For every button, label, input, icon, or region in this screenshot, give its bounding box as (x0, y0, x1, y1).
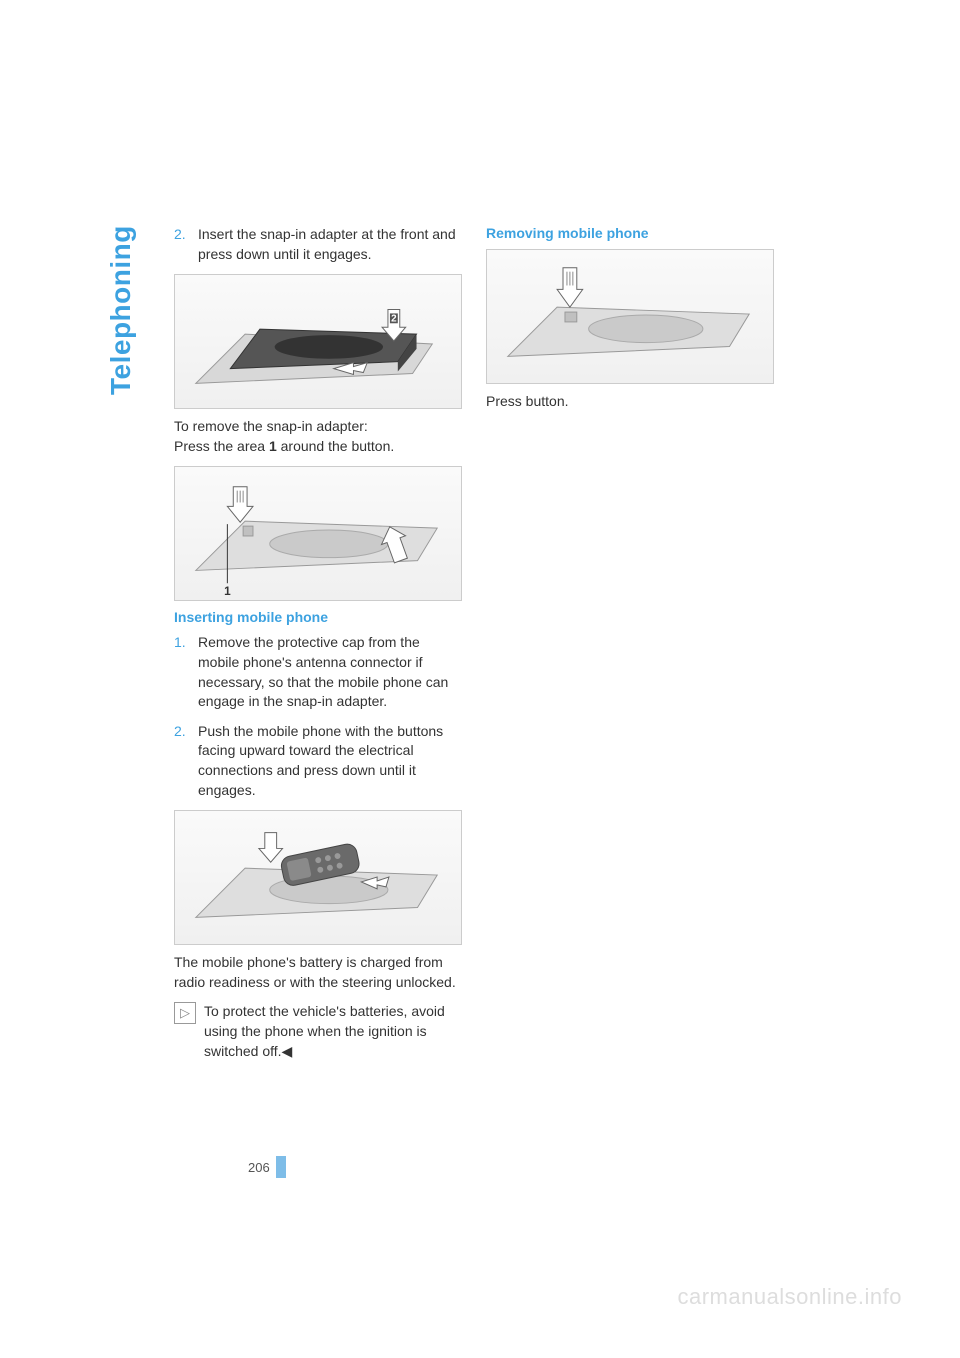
left-column: 2. Insert the snap-in adapter at the fro… (174, 225, 462, 1061)
step-number: 2. (174, 225, 188, 264)
step-item: 2. Push the mobile phone with the button… (174, 722, 462, 800)
figure-insert-adapter: 2 (174, 274, 462, 409)
step-text: Remove the protective cap from the mobil… (198, 633, 462, 711)
figure-label-1: 1 (224, 584, 231, 598)
heading-removing-phone: Removing mobile phone (486, 225, 774, 241)
figure-remove-adapter: 1 (174, 466, 462, 601)
page-marker (276, 1156, 286, 1178)
watermark: carmanualsonline.info (677, 1284, 902, 1310)
step-item: 2. Insert the snap-in adapter at the fro… (174, 225, 462, 264)
step-number: 1. (174, 633, 188, 711)
figure-insert-phone (174, 810, 462, 945)
remove-line-b-bold: 1 (269, 438, 277, 454)
figure-remove-phone (486, 249, 774, 384)
page-content: 2. Insert the snap-in adapter at the fro… (174, 225, 774, 1061)
note-text: To protect the vehicle's batteries, avoi… (204, 1002, 462, 1061)
heading-inserting-phone: Inserting mobile phone (174, 609, 462, 625)
caution-icon: ▷ (174, 1002, 196, 1024)
remove-adapter-text: To remove the snap-in adapter: Press the… (174, 417, 462, 456)
press-button-text: Press button. (486, 392, 774, 412)
charge-text: The mobile phone's battery is charged fr… (174, 953, 462, 992)
remove-line-b-suffix: around the button. (277, 438, 395, 454)
step-text: Insert the snap-in adapter at the front … (198, 225, 462, 264)
step-number: 2. (174, 722, 188, 800)
page-number: 206 (248, 1160, 270, 1175)
remove-line-b-prefix: Press the area (174, 438, 269, 454)
section-title: Telephoning (105, 225, 137, 395)
figure-label-2: 2 (391, 313, 397, 324)
page-number-block: 206 (248, 1156, 286, 1178)
caution-note: ▷ To protect the vehicle's batteries, av… (174, 1002, 462, 1061)
right-column: Removing mobile phone Press button. (486, 225, 774, 1061)
remove-line-a: To remove the snap-in adapter: (174, 418, 368, 434)
step-item: 1. Remove the protective cap from the mo… (174, 633, 462, 711)
step-text: Push the mobile phone with the buttons f… (198, 722, 462, 800)
